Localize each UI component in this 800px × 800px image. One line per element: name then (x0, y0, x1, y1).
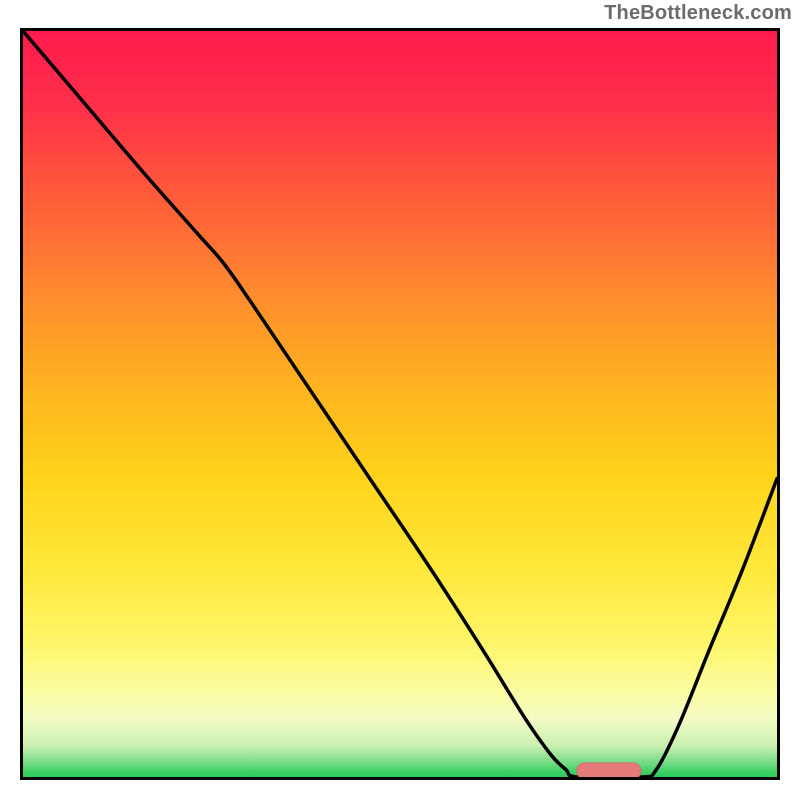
gradient-background (20, 28, 780, 780)
plot-area (20, 28, 780, 780)
bottleneck-chart (0, 0, 800, 800)
watermark-text: TheBottleneck.com (604, 2, 792, 25)
chart-container: TheBottleneck.com (0, 0, 800, 800)
optimum-marker (577, 763, 641, 779)
